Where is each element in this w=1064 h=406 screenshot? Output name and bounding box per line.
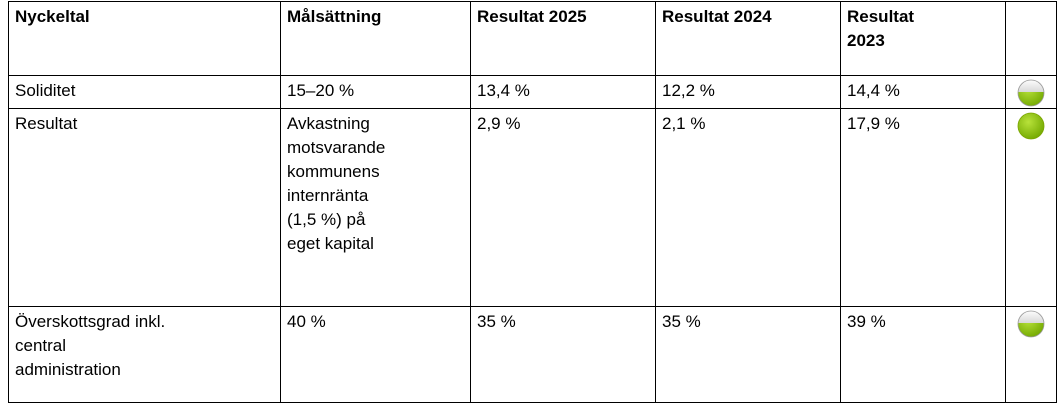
status-half bbox=[1017, 79, 1045, 107]
table-cell: 35 % bbox=[470, 306, 656, 403]
cell-line: (1,5 %) på bbox=[287, 210, 366, 229]
table-cell: 12,2 % bbox=[655, 75, 841, 109]
table-cell: 15–20 % bbox=[280, 75, 471, 109]
cell-line: Överskottsgrad inkl. bbox=[15, 312, 166, 331]
table-body: Soliditet 15–20 % 13,4 % 12,2 % 14,4 % Result… bbox=[8, 75, 1057, 403]
cell-line: kommunens bbox=[287, 162, 380, 181]
table-cell: Överskottsgrad inkl. central administratio… bbox=[8, 306, 281, 403]
table-cell: 35 % bbox=[655, 306, 841, 403]
table-cell: Resultat bbox=[8, 108, 281, 307]
cell-line: central bbox=[15, 336, 67, 355]
table-row: Resultat Avkastning motsvarande kommunens in… bbox=[8, 108, 1057, 307]
cell-line: Resultat bbox=[847, 7, 915, 26]
table-cell: Soliditet bbox=[8, 75, 281, 109]
header-cell: Nyckeltal bbox=[8, 1, 281, 76]
table-cell: 13,4 % bbox=[470, 75, 656, 109]
cell-line: eget kapital bbox=[287, 234, 374, 253]
status-half bbox=[1017, 310, 1045, 338]
header-cell bbox=[1005, 1, 1057, 76]
kpi-table: Nyckeltal Målsättning Resultat 2025 Resulta… bbox=[8, 1, 1057, 403]
status-cell bbox=[1005, 108, 1057, 307]
status-cell bbox=[1005, 306, 1057, 403]
table-cell: 40 % bbox=[280, 306, 471, 403]
table-row: Överskottsgrad inkl. central administratio… bbox=[8, 306, 1057, 403]
header-cell: Resultat 2023 bbox=[840, 1, 1006, 76]
status-full bbox=[1017, 112, 1045, 140]
header-cell: Resultat 2024 bbox=[655, 1, 841, 76]
table-row: Soliditet 15–20 % 13,4 % 12,2 % 14,4 % bbox=[8, 75, 1057, 109]
cell-line: 2023 bbox=[847, 31, 885, 50]
header-cell: Resultat 2025 bbox=[470, 1, 656, 76]
table-cell: 39 % bbox=[840, 306, 1006, 403]
table-cell: 14,4 % bbox=[840, 75, 1006, 109]
table-cell: 2,1 % bbox=[655, 108, 841, 307]
header-cell: Målsättning bbox=[280, 1, 471, 76]
table-cell: Avkastning motsvarande kommunens internränt… bbox=[280, 108, 471, 307]
table-cell: 17,9 % bbox=[840, 108, 1006, 307]
cell-line: Avkastning bbox=[287, 114, 370, 133]
status-cell bbox=[1005, 75, 1057, 109]
cell-line: administration bbox=[15, 360, 121, 379]
cell-line: motsvarande bbox=[287, 138, 386, 157]
cell-line: internränta bbox=[287, 186, 369, 205]
header-row: Nyckeltal Målsättning Resultat 2025 Resulta… bbox=[8, 1, 1057, 76]
table-cell: 2,9 % bbox=[470, 108, 656, 307]
